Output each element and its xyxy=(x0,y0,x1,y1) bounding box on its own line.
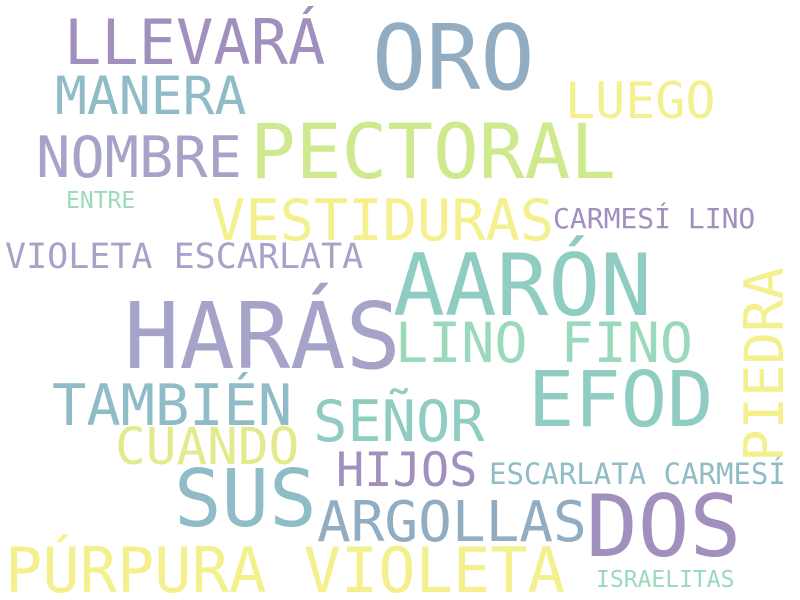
word-haras: HARÁS xyxy=(124,283,401,390)
word-entre: ENTRE xyxy=(66,188,136,214)
word-cuando: CUANDO xyxy=(115,418,300,477)
word-senor: SEÑOR xyxy=(313,389,485,455)
word-efod: EFOD xyxy=(528,356,714,445)
word-escarlata-carmesi: ESCARLATA CARMESÍ xyxy=(489,457,786,491)
word-argollas: ARGOLLAS xyxy=(317,490,587,555)
word-llevara: LLEVARÁ xyxy=(64,6,326,79)
word-luego: LUEGO xyxy=(565,72,716,130)
word-israelitas: ISRAELITAS xyxy=(596,567,735,593)
word-lino-fino: LINO FINO xyxy=(395,311,694,375)
word-tambien: TAMBIÉN xyxy=(52,373,293,439)
word-vestiduras: VESTIDURAS xyxy=(211,188,555,254)
word-purpura-violeta: PÚRPURA VIOLETA xyxy=(5,534,565,600)
word-dos: DOS xyxy=(586,477,742,577)
word-aaron: AARÓN xyxy=(393,236,652,336)
word-oro: ORO xyxy=(372,6,535,111)
word-pectoral: PECTORAL xyxy=(250,107,617,196)
word-sus: SUS xyxy=(174,453,317,545)
word-violeta-escarlata: VIOLETA ESCARLATA xyxy=(5,237,364,277)
word-manera: MANERA xyxy=(55,66,247,127)
word-hijos: HIJOS xyxy=(336,443,478,498)
word-nombre: NOMBRE xyxy=(36,125,242,191)
word-piedra: PIEDRA xyxy=(733,266,796,462)
word-carmesi-lino: CARMESÍ LINO xyxy=(553,202,756,235)
